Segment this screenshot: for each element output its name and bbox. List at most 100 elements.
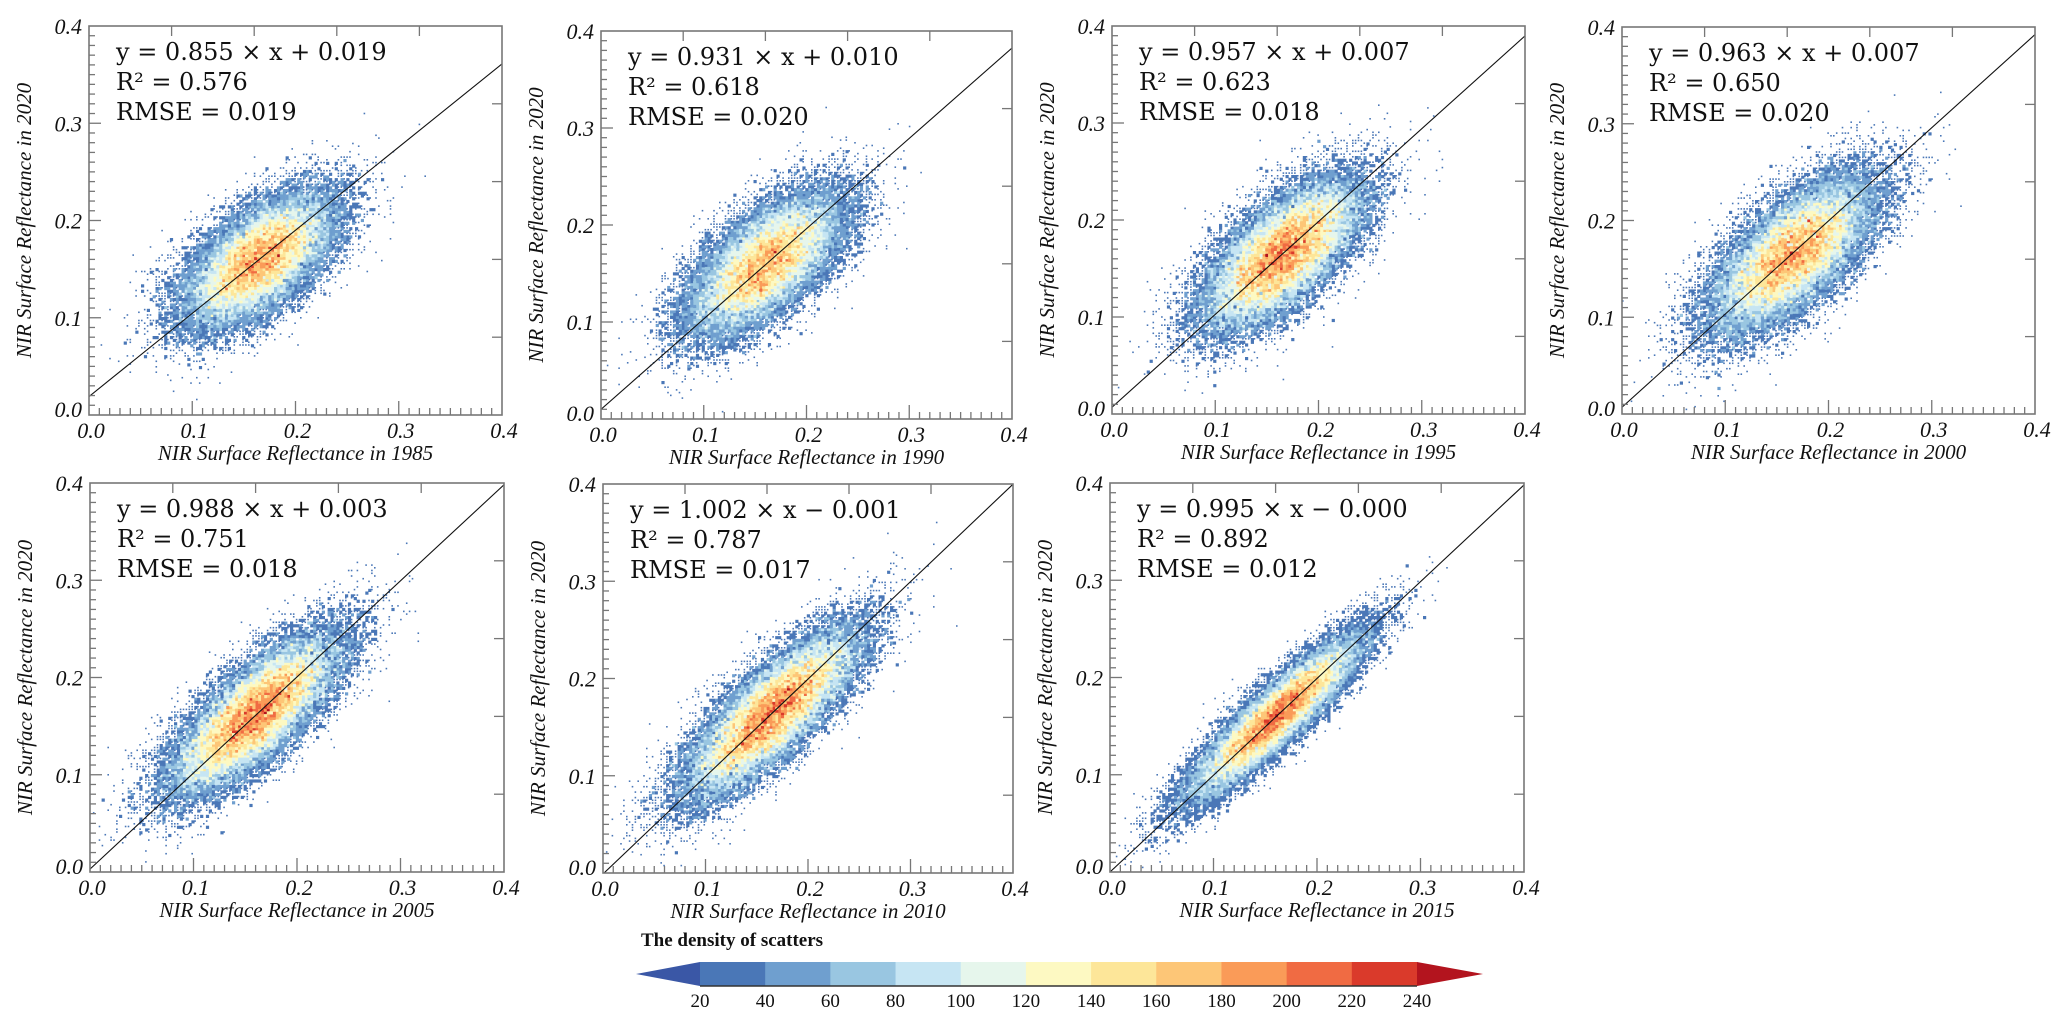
density-cell <box>288 159 291 161</box>
density-cell <box>256 199 260 204</box>
density-cell <box>184 273 188 277</box>
density-cell <box>329 183 331 186</box>
density-cell <box>719 334 723 338</box>
density-cell <box>291 218 295 223</box>
density-cell <box>227 344 230 346</box>
density-cell <box>291 229 295 233</box>
density-cell <box>233 205 236 207</box>
density-cell <box>742 313 746 317</box>
density-cell <box>250 268 255 272</box>
density-cell <box>236 213 240 217</box>
density-cell <box>796 163 799 166</box>
density-cell <box>213 297 217 302</box>
density-cell <box>317 317 319 319</box>
density-cell <box>340 199 344 204</box>
density-cell <box>375 251 377 254</box>
density-cell <box>796 209 800 214</box>
density-cell <box>323 246 327 250</box>
density-cell <box>227 270 231 274</box>
density-cell <box>222 317 226 321</box>
density-cell <box>282 278 286 283</box>
density-cell <box>742 307 746 311</box>
density-cell <box>790 207 795 211</box>
density-cell <box>825 247 829 252</box>
density-cell <box>279 257 283 261</box>
density-cell <box>236 232 240 236</box>
density-cell <box>233 284 237 288</box>
density-cell <box>331 238 335 242</box>
density-cell <box>767 275 772 279</box>
density-cell <box>773 256 777 260</box>
density-cell <box>704 321 708 325</box>
density-cell <box>291 197 295 201</box>
density-cell <box>230 281 234 285</box>
density-cell <box>337 191 340 194</box>
density-cell <box>291 257 295 261</box>
density-cell <box>302 246 307 250</box>
density-cell <box>790 245 795 249</box>
density-cell <box>175 268 178 270</box>
density-cell <box>773 277 777 281</box>
density-cell <box>268 281 272 285</box>
density-cell <box>727 269 731 273</box>
density-cell <box>219 265 223 269</box>
density-cell <box>329 232 333 236</box>
density-cell <box>799 245 803 249</box>
density-cell <box>320 292 322 295</box>
density-cell <box>227 308 231 312</box>
density-cell <box>340 287 343 289</box>
density-cell <box>181 284 185 288</box>
density-cell <box>323 289 325 292</box>
density-cell <box>297 197 301 201</box>
density-cell <box>274 327 276 330</box>
density-cell <box>233 311 237 315</box>
density-cell <box>334 243 337 246</box>
density-cell <box>808 258 812 262</box>
density-cell <box>158 270 160 273</box>
density-cell <box>343 235 347 239</box>
density-cell <box>224 289 229 293</box>
density-cell <box>742 242 746 246</box>
density-cell <box>816 226 820 230</box>
density-cell <box>259 344 262 346</box>
density-cell <box>196 311 200 315</box>
density-cell <box>248 300 252 304</box>
density-cell <box>785 223 789 227</box>
density-cell <box>294 240 298 244</box>
density-cell <box>300 205 304 209</box>
density-cell <box>788 277 792 281</box>
density-cell <box>788 258 792 262</box>
density-cell <box>201 254 205 258</box>
regression-equation: y = 0.855 × x + 0.019 <box>115 38 387 66</box>
density-cell <box>256 248 260 253</box>
density-cell <box>190 327 194 332</box>
density-cell <box>790 283 795 287</box>
density-cell <box>181 303 185 307</box>
density-cell <box>294 268 298 272</box>
density-cell <box>311 259 315 263</box>
density-cell <box>285 232 289 236</box>
density-cell <box>236 238 240 242</box>
density-cell <box>233 213 237 217</box>
density-cell <box>753 258 757 262</box>
density-cell <box>187 235 191 239</box>
density-cell <box>227 303 231 307</box>
density-cell <box>184 292 188 296</box>
density-cell <box>349 240 351 243</box>
density-cell <box>753 294 757 298</box>
density-cell <box>308 232 312 236</box>
density-cell <box>693 313 697 317</box>
density-cell <box>782 215 786 219</box>
density-cell <box>239 199 243 204</box>
density-cell <box>323 191 327 195</box>
density-cell <box>305 205 309 209</box>
density-cell <box>759 220 763 224</box>
density-cell <box>201 287 205 291</box>
density-cell <box>268 276 272 280</box>
density-cell <box>819 201 823 205</box>
density-cell <box>302 224 307 228</box>
density-cell <box>742 345 746 349</box>
density-cell <box>808 223 812 227</box>
density-cell <box>224 232 229 236</box>
density-cell <box>848 180 852 184</box>
